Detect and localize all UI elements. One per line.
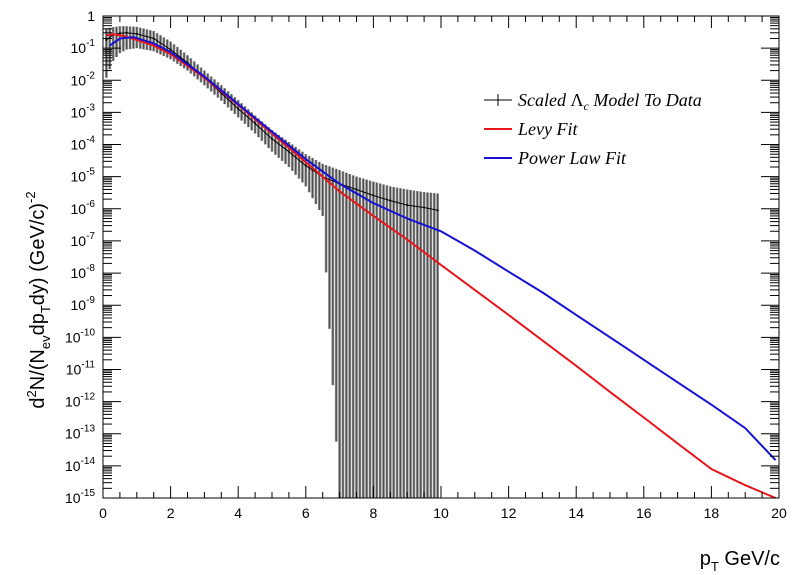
- legend-entry-powerlaw: Power Law Fit: [484, 148, 627, 168]
- series-levy-line: [106, 33, 776, 499]
- y-tick-label: 10-13: [65, 424, 95, 442]
- x-tick-label: 12: [501, 505, 517, 521]
- series-model-point: [237, 107, 240, 110]
- series-model-point: [152, 37, 155, 40]
- x-tick-label: 10: [433, 505, 449, 521]
- series-line-layer: [105, 31, 777, 499]
- y-tick-label: 10-15: [65, 488, 95, 506]
- x-tick-label: 14: [568, 505, 584, 521]
- y-tick-label: 10-6: [71, 199, 96, 217]
- series-model-point: [372, 194, 375, 197]
- x-tick-label: 2: [167, 505, 175, 521]
- series-model-point: [287, 150, 290, 153]
- series-model-point: [389, 199, 392, 202]
- y-tick-label: 10-1: [71, 38, 96, 56]
- y-tick-label: 10-11: [66, 359, 96, 377]
- series-model-point: [304, 164, 307, 167]
- series-model-line: [106, 32, 438, 211]
- axis-tick-labels: 0 2 4 6 8 10 12 14 16 18 20 1 10-1 10-2 10-3 10-4 10-5 10…: [65, 8, 787, 521]
- y-tick-label: 10-3: [71, 102, 96, 120]
- y-tick-label: 10-8: [71, 263, 96, 281]
- y-tick-label: 10-4: [71, 135, 96, 153]
- series-powerlaw-line: [109, 36, 777, 461]
- y-tick-label: 10-10: [65, 327, 95, 345]
- legend-label-levy: Levy Fit: [517, 119, 578, 139]
- legend-entry-model: Scaled Λc Model To Data: [484, 90, 702, 113]
- x-tick-label: 8: [370, 505, 378, 521]
- x-tick-label: 4: [234, 505, 242, 521]
- legend-entry-levy: Levy Fit: [484, 119, 578, 139]
- y-tick-label: 10-5: [71, 167, 96, 185]
- series-model-point: [169, 48, 172, 51]
- axis-ticks: [102, 15, 780, 499]
- x-tick-label: 0: [99, 505, 107, 521]
- y-tick-label: 10-9: [71, 295, 96, 313]
- x-tick-label: 18: [704, 505, 720, 521]
- y-tick-label: 10-14: [65, 456, 95, 474]
- series-model-point: [118, 32, 121, 35]
- error-band-layer: [105, 26, 439, 498]
- y-tick-label: 1: [87, 8, 95, 24]
- series-model-point: [105, 38, 108, 41]
- y-tick-label: 10-12: [65, 392, 95, 410]
- series-model-point: [423, 206, 426, 209]
- legend: Scaled Λc Model To Data Levy Fit Power L…: [484, 90, 702, 168]
- series-model-point: [355, 188, 358, 191]
- y-tick-label: 10-7: [71, 231, 96, 249]
- series-model-point: [254, 122, 257, 125]
- legend-label-model: Scaled Λc Model To Data: [518, 90, 702, 113]
- legend-label-powerlaw: Power Law Fit: [517, 148, 627, 168]
- plot-frame: [102, 15, 780, 499]
- x-tick-label: 16: [636, 505, 652, 521]
- series-model-point: [271, 137, 273, 140]
- series-model-point: [125, 31, 128, 34]
- x-tick-label: 6: [302, 505, 310, 521]
- series-model-point: [135, 32, 138, 35]
- series-model-point: [436, 209, 439, 212]
- x-axis-title: pT GeV/c: [700, 548, 780, 574]
- y-tick-label: 10-2: [71, 70, 96, 88]
- x-tick-label: 20: [771, 505, 787, 521]
- series-model-point: [406, 204, 409, 207]
- y-axis-title: d2N/(NevdpTdy) (GeV/c)-2: [23, 191, 53, 408]
